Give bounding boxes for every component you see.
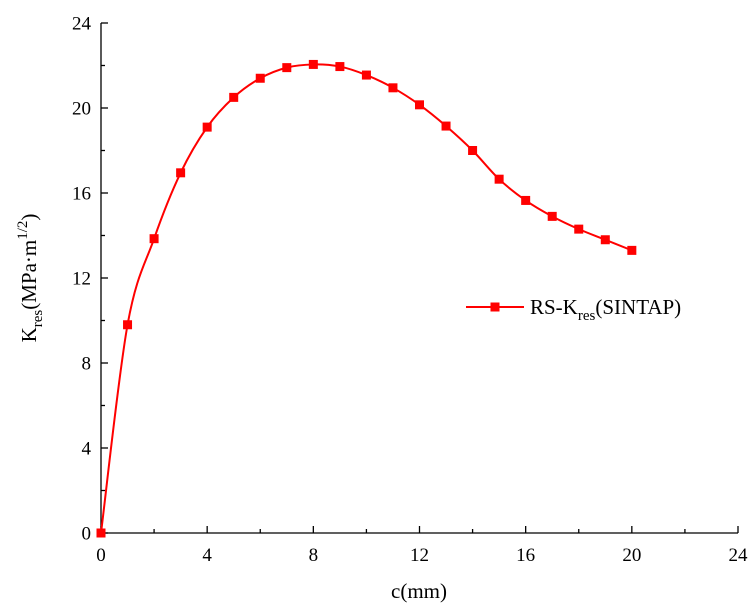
data-point <box>255 73 265 83</box>
y-tick-label: 12 <box>72 269 91 290</box>
data-point <box>335 62 345 72</box>
data-point <box>441 121 451 131</box>
y-tick-label: 24 <box>72 14 92 35</box>
data-point <box>468 146 478 155</box>
data-point <box>308 59 318 69</box>
data-point <box>574 224 584 234</box>
y-axis-title-unit-sup: 1/2 <box>15 221 31 240</box>
data-point <box>123 320 133 330</box>
y-axis-title-main: K <box>17 327 41 342</box>
plot-layer: 0 4 8 12 16 20 24 0 4 8 12 16 20 24 <box>72 14 748 567</box>
svg-text:Kres(MPa·m1/2): Kres(MPa·m1/2) <box>15 214 46 343</box>
x-tick-label: 8 <box>309 545 319 566</box>
y-axis-title-sub: res <box>30 310 46 328</box>
data-point <box>388 83 398 93</box>
data-point <box>494 174 504 184</box>
legend-label-prefix: RS-K <box>530 295 578 319</box>
series-line <box>100 63 633 534</box>
x-tick-label: 20 <box>622 545 641 566</box>
data-point <box>415 100 424 110</box>
y-tick-label: 20 <box>72 99 91 120</box>
y-axis-title-unit-close: ) <box>17 214 41 221</box>
data-point <box>547 211 557 221</box>
data-point <box>96 528 106 538</box>
x-tick-label: 0 <box>96 545 106 566</box>
x-tick-label: 16 <box>516 545 535 566</box>
legend-label: RS-Kres(SINTAP) <box>530 295 681 324</box>
data-point <box>202 122 212 132</box>
y-axis-title: Kres(MPa·m1/2) <box>15 214 46 343</box>
y-tick-label: 8 <box>82 354 92 375</box>
y-tick-label: 16 <box>72 184 91 205</box>
legend-label-sub: res <box>578 308 596 324</box>
legend-label-suffix: (SINTAP) <box>595 295 681 319</box>
data-point <box>600 235 610 245</box>
y-tick-label: 0 <box>82 524 92 545</box>
y-tick-label: 4 <box>82 439 92 460</box>
data-point <box>361 70 371 80</box>
x-tick-label: 24 <box>729 545 748 566</box>
x-tick-label: 12 <box>410 545 429 566</box>
legend: RS-Kres(SINTAP) <box>466 295 681 324</box>
legend-marker <box>490 302 500 312</box>
data-point <box>627 245 637 255</box>
data-point <box>176 168 186 178</box>
data-point <box>149 234 159 244</box>
data-point <box>229 92 239 102</box>
x-axis-title: c(mm) <box>391 579 447 603</box>
data-point <box>521 195 531 205</box>
y-axis-title-unit-open: (MPa·m <box>17 240 41 310</box>
x-tick-label: 4 <box>202 545 212 566</box>
data-point <box>282 63 292 73</box>
